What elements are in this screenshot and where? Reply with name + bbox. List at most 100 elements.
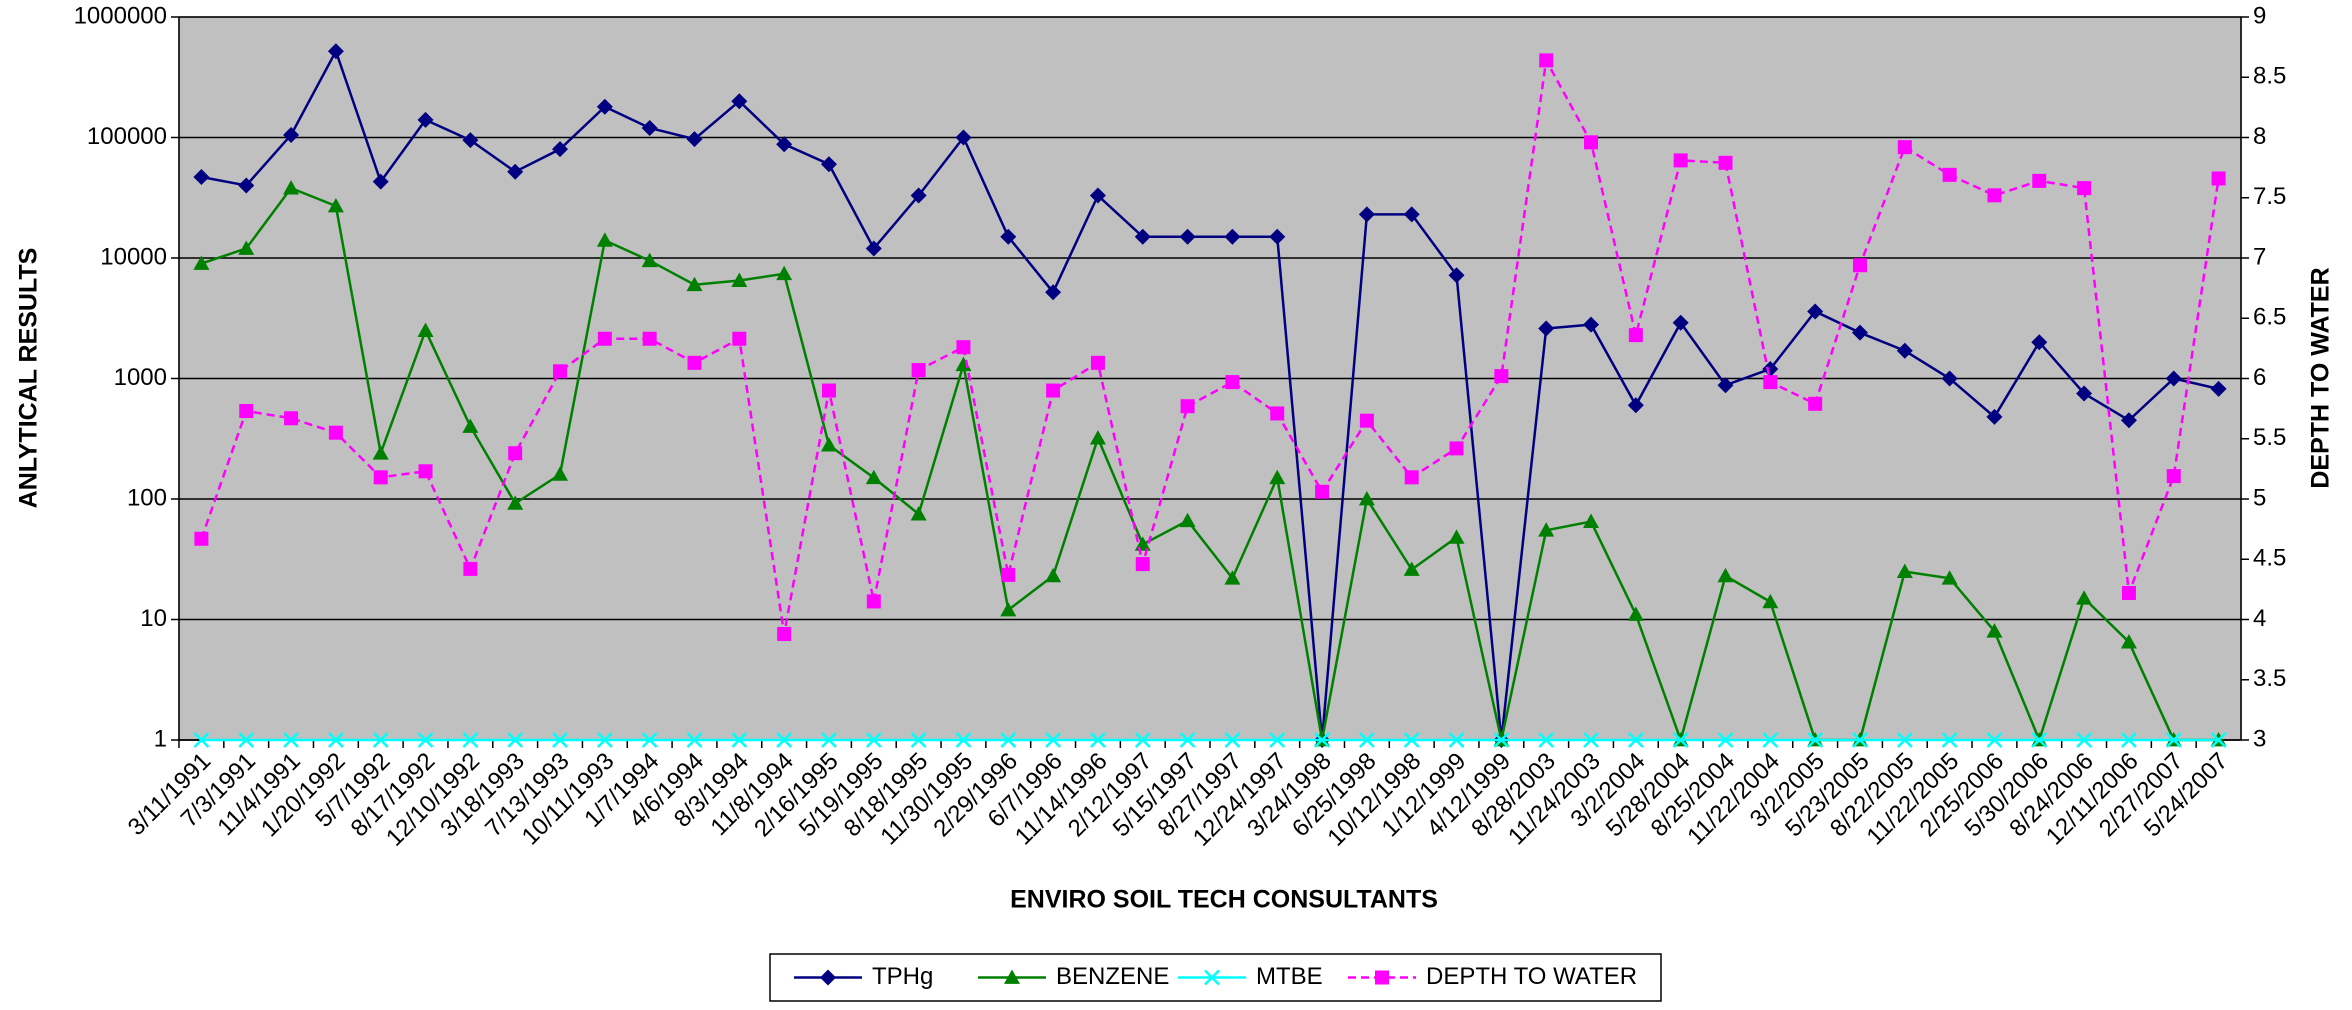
data-point: [641, 119, 658, 136]
data-point: [1000, 601, 1017, 617]
data-point: [820, 437, 837, 452]
data-point: [1986, 408, 2003, 425]
data-point: [1404, 470, 1419, 485]
data-point: [2120, 634, 2137, 649]
data-point: [2165, 370, 2182, 387]
data-point: [552, 141, 569, 158]
legend-marker: [1375, 970, 1389, 985]
data-point: [686, 732, 703, 748]
data-point: [1627, 732, 1644, 748]
data-point: [417, 111, 434, 128]
y2-axis-title: DEPTH TO WATER: [2307, 267, 2335, 488]
data-point: [418, 464, 433, 479]
data-point: [1448, 732, 1465, 748]
data-point: [507, 495, 524, 510]
data-point: [865, 240, 882, 257]
data-point: [1358, 491, 1375, 506]
y-tick-label: 100: [127, 484, 167, 511]
data-point: [1403, 206, 1420, 223]
data-point: [2076, 590, 2093, 605]
data-point: [2031, 732, 2048, 748]
data-point: [463, 561, 478, 576]
data-point: [1942, 167, 1957, 182]
data-point: [1403, 732, 1420, 748]
data-point: [327, 198, 344, 213]
data-point: [1941, 732, 1958, 748]
data-point: [2076, 732, 2092, 748]
data-point: [193, 255, 210, 270]
data-point: [1627, 606, 1644, 621]
data-point: [1179, 512, 1196, 528]
data-point: [1493, 732, 1510, 748]
data-point: [1359, 732, 1375, 748]
data-point: [642, 331, 657, 346]
data-point: [1045, 732, 1061, 748]
data-point: [821, 383, 836, 398]
data-point: [1584, 135, 1599, 150]
data-point: [1179, 228, 1196, 245]
data-point: [1672, 314, 1689, 331]
data-point: [1089, 187, 1106, 204]
data-point: [552, 466, 569, 481]
data-point: [1583, 513, 1600, 528]
legend-label: TPHg: [872, 963, 933, 990]
data-point: [193, 169, 210, 186]
data-point: [776, 136, 793, 153]
data-point: [2121, 585, 2136, 600]
data-point: [956, 340, 971, 355]
data-point: [1896, 563, 1913, 578]
data-point: [641, 732, 658, 748]
data-point: [955, 129, 972, 146]
data-point: [1583, 316, 1600, 333]
legend-label: BENZENE: [1056, 963, 1169, 990]
data-point: [373, 470, 388, 485]
data-point: [776, 265, 793, 281]
data-point: [1717, 732, 1734, 748]
data-point: [283, 732, 299, 748]
data-point: [1000, 228, 1017, 245]
data-point: [1224, 732, 1241, 748]
data-point: [1539, 53, 1554, 68]
y2-tick-label: 5.5: [2253, 424, 2286, 451]
data-point: [1224, 228, 1241, 245]
data-point: [507, 163, 524, 180]
data-point: [777, 626, 792, 641]
data-point: [1000, 732, 1017, 748]
data-point: [865, 469, 882, 485]
data-point: [866, 594, 881, 609]
data-point: [1763, 375, 1778, 390]
legend-marker: [1004, 969, 1020, 984]
data-point: [820, 156, 837, 173]
y2-tick-label: 6: [2253, 364, 2266, 391]
data-point: [1448, 267, 1465, 284]
data-point: [238, 240, 255, 255]
data-point: [1358, 206, 1375, 223]
data-point: [1001, 567, 1016, 582]
data-point: [1135, 557, 1150, 572]
data-point: [596, 732, 613, 748]
data-point: [641, 252, 658, 268]
data-point: [2211, 171, 2226, 186]
data-point: [2032, 173, 2047, 188]
data-point: [821, 732, 837, 748]
data-point: [1673, 153, 1688, 168]
data-point: [1762, 360, 1779, 377]
data-point: [1448, 529, 1465, 544]
data-point: [1807, 732, 1824, 748]
data-point: [1045, 567, 1062, 583]
data-point: [1583, 732, 1599, 748]
data-point: [1627, 397, 1644, 414]
data-point: [686, 276, 703, 292]
data-point: [776, 732, 793, 748]
data-point: [731, 732, 748, 748]
data-point: [1225, 375, 1240, 390]
data-point: [1672, 732, 1689, 748]
data-point: [239, 404, 254, 419]
data-point: [1896, 342, 1913, 359]
data-point: [328, 425, 343, 440]
data-point: [1852, 258, 1867, 273]
data-point: [1628, 328, 1643, 343]
data-point: [955, 732, 972, 748]
